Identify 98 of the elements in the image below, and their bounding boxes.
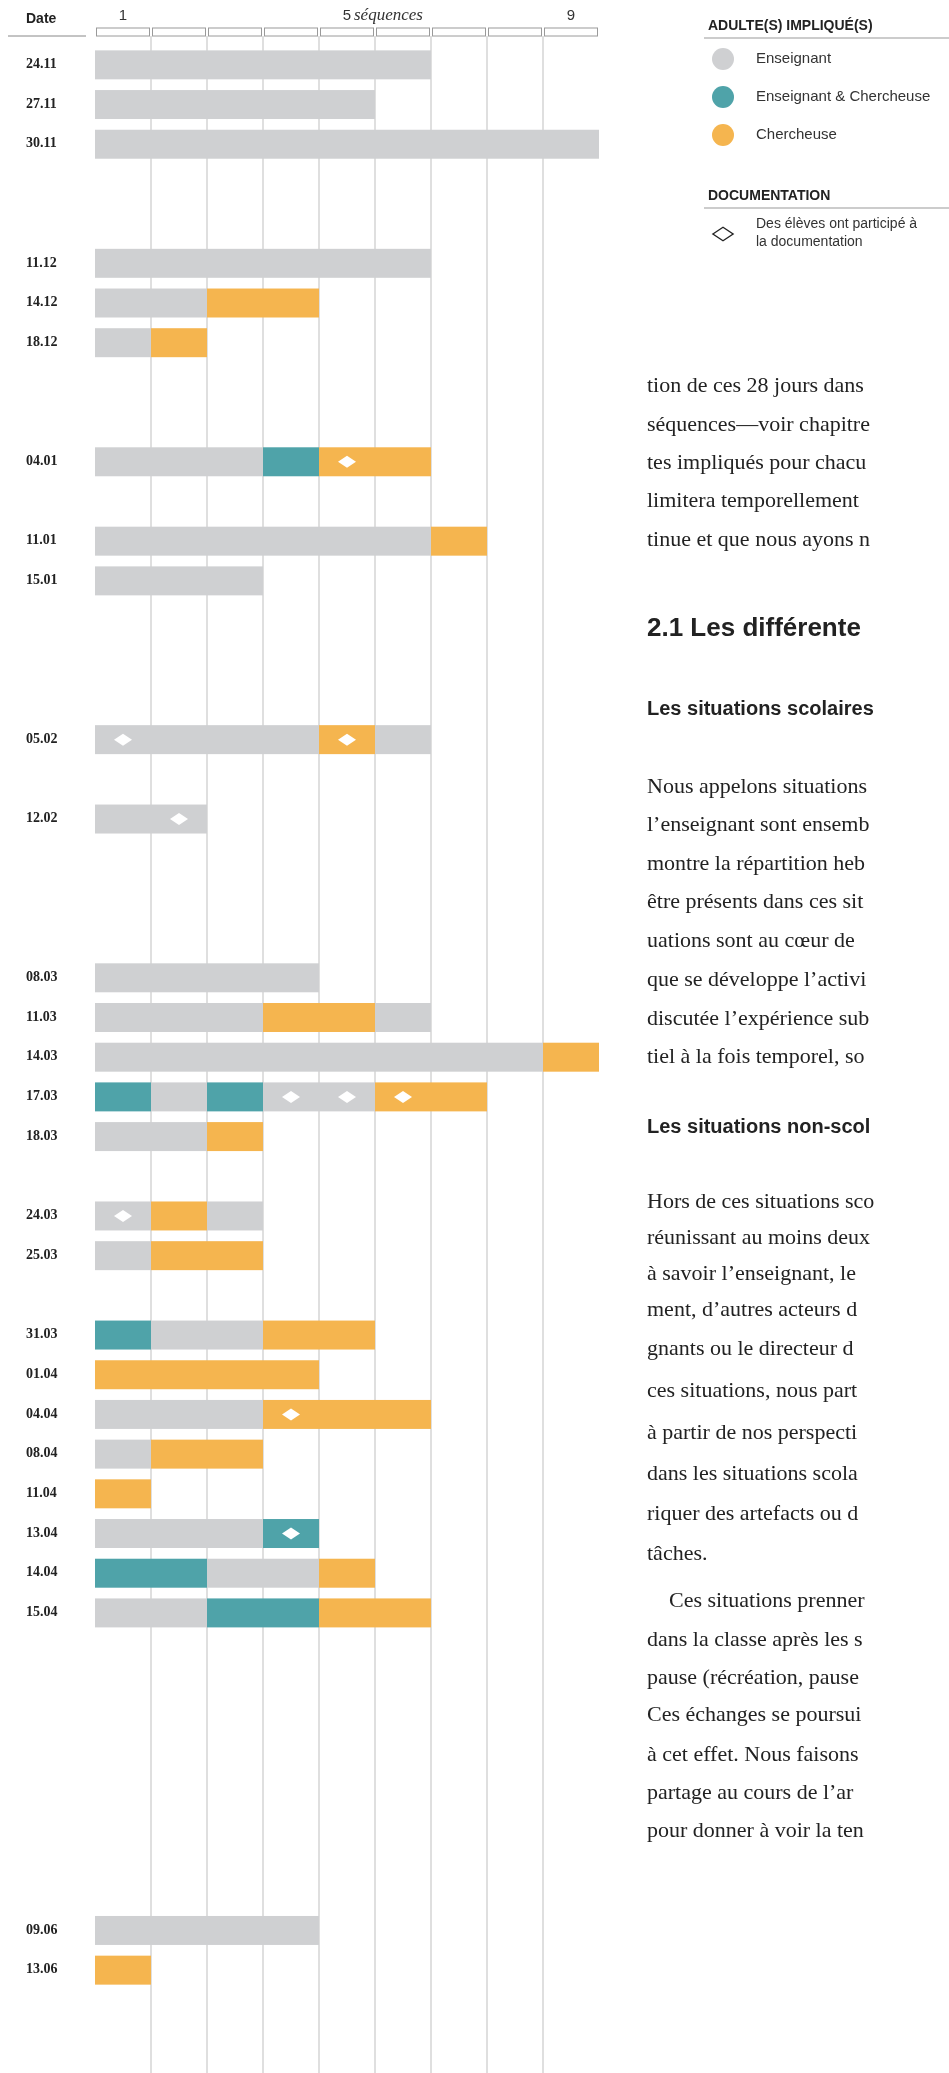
text: tâches. [647,1540,708,1566]
bar [95,1479,151,1509]
x-axis-title: séquences [354,5,424,24]
bar [207,1122,263,1152]
legend-label: Enseignant & Chercheuse [756,86,931,104]
bar [263,1519,319,1549]
legend-title: ADULTE(S) IMPLIQUÉ(S) [708,16,873,33]
y-tick-label: 25.03 [26,1246,58,1262]
text: 2.1 Les différente [647,611,861,642]
bar [319,447,431,477]
y-tick-label: 13.06 [26,1961,58,1977]
text: à cet effet. Nous faisons [647,1741,859,1767]
text: discutée l’expérience sub [647,1005,870,1031]
y-tick-label: 08.03 [26,969,58,985]
text: réunissant au moins deux [647,1224,871,1250]
legend-label: Enseignant [756,48,832,66]
y-tick-label: 11.01 [26,532,57,548]
y-tick-label: 11.03 [26,1008,57,1024]
y-tick-label: 18.12 [26,333,58,349]
bar [151,1201,207,1231]
y-tick-label: 09.06 [26,1921,58,1937]
text: tion de ces 28 jours dans [647,372,864,398]
y-tick-label: 31.03 [26,1326,58,1342]
text: Nous appelons situations [647,773,867,799]
bar [207,1082,263,1112]
text: ment, d’autres acteurs d [647,1296,858,1322]
bar [207,288,319,318]
y-tick-label: 18.03 [26,1127,58,1143]
text: dans les situations scola [647,1460,859,1486]
x-tick-label: 5 [342,6,352,23]
bar [95,1955,151,1985]
bar [95,1360,319,1390]
y-tick-label: 14.12 [26,294,58,310]
bar [207,1598,319,1628]
text: Ces situations prenner [669,1587,866,1613]
bar [95,1082,151,1112]
bar [263,1003,375,1032]
x-tick-label: 9 [566,6,576,23]
bar [319,1598,431,1628]
bar [319,1558,375,1588]
y-tick-label: 04.01 [26,453,58,468]
bar [151,328,207,358]
text: dans la classe après les s [647,1626,863,1652]
y-tick-label: 14.04 [26,1564,58,1580]
text: pour donner à voir la ten [647,1817,864,1843]
bar [263,1320,375,1350]
y-tick-label: 08.04 [26,1445,58,1461]
y-tick-label: 12.02 [26,810,58,826]
bar [151,1241,263,1271]
bar [431,526,487,556]
bar [375,1082,487,1112]
text: pause (récréation, pause [647,1664,859,1690]
y-tick-label: 17.03 [26,1088,58,1104]
legend-label: Des élèves ont participé à la documentation [756,215,918,249]
y-tick-label: 14.03 [26,1048,58,1064]
text: être présents dans ces sit [647,888,864,914]
y-tick-label: 15.04 [26,1604,58,1620]
text: riquer des artefacts ou d [647,1500,859,1526]
text: Ces échanges se poursui [647,1701,862,1727]
y-axis-title: Date [26,10,57,26]
y-tick-label: 27.11 [26,95,57,111]
text: tinue et que nous ayons n [647,526,871,552]
y-tick-label: 11.12 [26,254,57,270]
text: que se développe l’activi [647,966,867,992]
y-tick-label: 30.11 [26,135,57,151]
y-tick-label: 04.04 [26,1405,58,1421]
bar [543,1042,599,1072]
text: Les situations scolaires [647,697,874,720]
bar [263,447,319,477]
y-tick-label: 24.03 [26,1207,58,1223]
y-tick-label: 05.02 [26,730,58,746]
text: ces situations, nous part [647,1377,858,1403]
y-tick-label: 13.04 [26,1524,58,1540]
x-tick-label: 1 [118,6,128,23]
text: gnants ou le directeur d [647,1335,854,1361]
bar [263,1399,431,1429]
text: tiel à la fois temporel, so [647,1043,865,1069]
text: séquences—voir chapitre [647,411,870,437]
text: tes impliqués pour chacu [647,449,867,475]
bar [319,725,375,755]
text: montre la répartition heb [647,850,866,876]
text: Les situations non-scol [647,1115,871,1138]
bar [95,1320,151,1350]
y-tick-label: 24.11 [26,56,57,72]
text: Hors de ces situations sco [647,1188,875,1214]
y-tick-label: 01.04 [26,1365,58,1381]
y-tick-label: 15.01 [26,572,58,588]
text: à partir de nos perspecti [647,1419,858,1445]
text: DOCUMENTATION [708,186,831,203]
text: uations sont au cœur de [647,927,855,953]
legend-label: Chercheuse [756,124,837,142]
text: limitera temporellement [647,487,859,513]
text: partage au cours de l’ar [647,1779,855,1805]
text: à savoir l’enseignant, le [647,1260,856,1286]
y-tick-label: 11.04 [26,1485,57,1501]
bar [95,1558,207,1588]
text: l’enseignant sont ensemb [647,811,870,837]
bar [151,1439,263,1469]
